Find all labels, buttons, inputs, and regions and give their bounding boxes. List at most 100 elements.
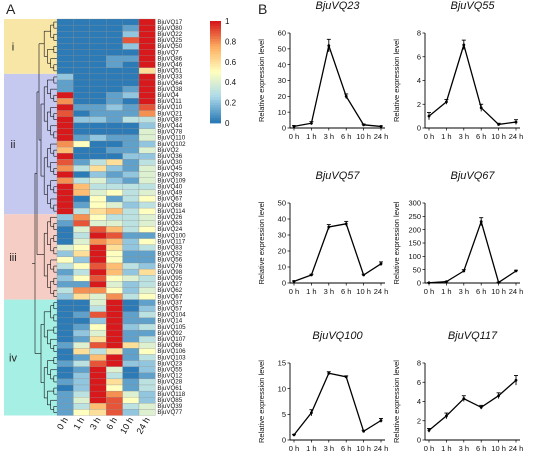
heatmap-cell bbox=[138, 311, 156, 319]
heatmap-cell bbox=[138, 409, 156, 416]
heatmap-cell bbox=[106, 409, 123, 416]
heatmap-cell bbox=[122, 360, 140, 367]
heatmap-cell bbox=[73, 378, 90, 386]
colorbar-segment bbox=[210, 23, 221, 27]
y-tick-label: 20 bbox=[278, 92, 286, 101]
heatmap-cell bbox=[122, 165, 140, 172]
heatmap-cell bbox=[73, 171, 90, 178]
heatmap-cell bbox=[89, 244, 107, 251]
gene-label: BjuVQ63 bbox=[157, 220, 182, 227]
heatmap-cell bbox=[106, 275, 123, 282]
x-tick-label: 10 h bbox=[491, 287, 506, 296]
heatmap-cell bbox=[122, 171, 140, 178]
colorbar-segment bbox=[210, 64, 221, 68]
heatmap-cell bbox=[138, 214, 156, 221]
heatmap-cell bbox=[56, 122, 74, 129]
heatmap-cell bbox=[106, 61, 123, 68]
colorbar-tick-label: 0.8 bbox=[225, 37, 237, 46]
heatmap-cell bbox=[73, 287, 90, 294]
heatmap-cell bbox=[106, 122, 123, 129]
gene-label: BjuVQ25 bbox=[157, 37, 182, 44]
data-point bbox=[310, 411, 313, 415]
heatmap-cell bbox=[73, 366, 90, 373]
heatmap-cell bbox=[106, 268, 123, 276]
heatmap-cell bbox=[89, 116, 107, 123]
gene-label: BjuVQ87 bbox=[157, 116, 182, 123]
x-tick-label: 0 h bbox=[289, 287, 299, 296]
heatmap-cell bbox=[56, 262, 74, 270]
heatmap-cell bbox=[56, 61, 74, 68]
gene-label: BjuVQ23 bbox=[157, 360, 182, 367]
y-tick-label: 300 bbox=[408, 199, 421, 208]
heatmap-cell bbox=[73, 110, 90, 117]
heatmap-cell bbox=[138, 360, 156, 367]
heatmap-cell bbox=[138, 201, 156, 209]
gene-label: BjuVQ27 bbox=[157, 281, 182, 288]
gene-label: BjuVQ92 bbox=[157, 330, 182, 337]
heatmap-cell bbox=[73, 31, 90, 38]
heatmap-cell bbox=[106, 55, 123, 62]
heatmap-cell bbox=[56, 146, 74, 154]
heatmap-cell bbox=[73, 305, 90, 312]
heatmap-cell bbox=[106, 85, 123, 93]
heatmap-cell bbox=[106, 165, 123, 172]
data-point bbox=[479, 220, 483, 224]
y-tick-label: 40 bbox=[278, 60, 286, 69]
heatmap-cell bbox=[73, 159, 90, 166]
heatmap-cell bbox=[89, 73, 107, 81]
heatmap-cell bbox=[106, 31, 123, 38]
heatmap-cell bbox=[122, 183, 140, 190]
heatmap-cell bbox=[73, 311, 90, 319]
heatmap-cell bbox=[56, 128, 74, 136]
line-chart: BjuVQ57 0 10 20 30 40 50 0 h 1 h 3 h 6 h 10 h 24 h Re… bbox=[257, 170, 388, 296]
gene-label: BjuVQ45 bbox=[157, 165, 182, 172]
heatmap-cell bbox=[122, 244, 140, 251]
heatmap-cell bbox=[122, 79, 140, 87]
gene-label: BjuVQ40 bbox=[157, 184, 182, 191]
data-point bbox=[462, 269, 466, 273]
gene-label: BjuVQ67 bbox=[157, 196, 182, 203]
heatmap-cell bbox=[138, 18, 156, 26]
x-tick-label: 1 h bbox=[306, 444, 316, 453]
y-tick-label: 8 bbox=[417, 29, 421, 38]
data-point bbox=[497, 123, 500, 126]
y-tick-label: 0 bbox=[417, 436, 421, 445]
heatmap-cell bbox=[138, 244, 156, 251]
heatmap-cell bbox=[56, 378, 74, 386]
y-tick-label: 50 bbox=[278, 44, 286, 53]
heatmap-cell bbox=[122, 305, 140, 312]
heatmap-cell bbox=[122, 85, 140, 93]
heatmap-cell bbox=[73, 189, 90, 197]
data-point bbox=[462, 43, 466, 47]
heatmap-cell bbox=[89, 43, 107, 50]
data-point bbox=[514, 378, 518, 382]
heatmap-cell bbox=[73, 49, 90, 56]
heatmap-cell bbox=[138, 354, 156, 361]
heatmap-cell bbox=[56, 238, 74, 245]
heatmap-cell bbox=[138, 55, 156, 62]
heatmap-cell bbox=[56, 31, 74, 38]
heatmap-column-label: 24 h bbox=[135, 416, 152, 436]
heatmap-cell bbox=[138, 153, 156, 160]
heatmap-cell bbox=[89, 79, 107, 87]
heatmap-cell bbox=[122, 220, 140, 227]
x-tick-label: 10 h bbox=[356, 444, 371, 453]
heatmap-cell bbox=[56, 177, 74, 184]
heatmap-cell bbox=[106, 281, 123, 288]
data-point bbox=[327, 44, 331, 48]
heatmap-cell bbox=[106, 73, 123, 81]
x-tick-label: 0 h bbox=[424, 132, 434, 141]
heatmap-cell bbox=[56, 323, 74, 331]
heatmap-cell bbox=[89, 55, 107, 62]
x-tick-label: 3 h bbox=[324, 287, 334, 296]
heatmap-cell bbox=[89, 171, 107, 178]
gene-label: BjuVQ98 bbox=[157, 269, 182, 276]
heatmap-cell bbox=[138, 256, 156, 264]
heatmap-cell bbox=[89, 397, 107, 404]
heatmap-cell bbox=[122, 354, 140, 361]
heatmap-cell bbox=[56, 183, 74, 190]
heatmap-cell bbox=[89, 201, 107, 209]
gene-label: BjuVQ76 bbox=[157, 263, 182, 270]
heatmap-cell bbox=[73, 323, 90, 331]
heatmap-cell bbox=[56, 250, 74, 258]
